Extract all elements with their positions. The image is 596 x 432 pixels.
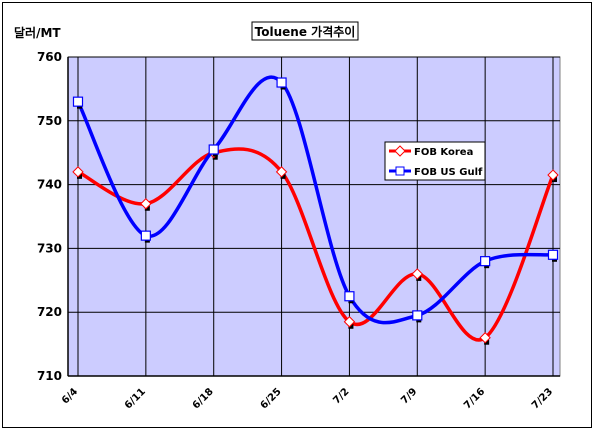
- data-point-fob-us-gulf: [480, 256, 491, 267]
- legend-marker-fob-korea: [394, 145, 406, 157]
- data-point-fob-us-gulf: [547, 249, 559, 260]
- y-tick-label: 740: [37, 178, 62, 192]
- data-point-fob-us-gulf: [208, 144, 219, 155]
- data-point-fob-korea: [411, 268, 423, 280]
- series-fob-korea: [72, 146, 559, 345]
- marker-shadow: [280, 173, 286, 179]
- x-tick-label: 6/18: [191, 386, 216, 411]
- marker-shadow: [77, 173, 82, 179]
- y-axis-ticks: 710 720 730 740 750 760: [37, 50, 62, 383]
- legend: FOB Korea FOB US Gulf: [384, 141, 486, 181]
- x-axis-ticks: 6/4 6/11 6/18 6/25 7/2 7/9 7/16 7/23: [60, 386, 555, 411]
- data-point-fob-korea: [140, 198, 152, 210]
- x-tick-label: 6/4: [60, 386, 80, 406]
- grid-lines: [67, 56, 560, 377]
- y-tick-label: 760: [37, 50, 62, 64]
- y-tick-label: 710: [37, 369, 62, 383]
- data-point-fob-korea: [275, 166, 288, 178]
- x-tick-label: 7/9: [399, 386, 419, 406]
- data-point-fob-korea: [479, 332, 491, 344]
- legend-marker-fob-us-gulf: [395, 166, 405, 176]
- y-tick-label: 730: [37, 241, 62, 255]
- y-tick-label: 750: [37, 114, 62, 128]
- marker-shadow: [552, 177, 557, 183]
- marker-shadow: [416, 275, 422, 281]
- data-point-fob-korea: [343, 316, 356, 328]
- data-point-fob-korea: [547, 169, 559, 181]
- chart-title-box: Toluene 가격추이: [251, 21, 359, 41]
- x-tick-label: 6/25: [259, 386, 284, 411]
- y-tick-label: 720: [37, 305, 62, 319]
- x-tick-label: 7/2: [331, 386, 351, 406]
- data-point-fob-us-gulf: [140, 230, 151, 241]
- legend-label-fob-korea: FOB Korea: [414, 147, 473, 158]
- data-point-fob-us-gulf: [72, 96, 84, 107]
- marker-shadow: [348, 323, 354, 329]
- marker-shadow: [144, 205, 150, 211]
- y-axis-label: 달러/MT: [14, 25, 61, 40]
- data-point-fob-us-gulf: [276, 77, 287, 88]
- x-tick-label: 7/16: [462, 386, 487, 411]
- marker-shadow: [212, 154, 218, 160]
- series-fob-us-gulf: [72, 75, 559, 325]
- chart-title: Toluene 가격추이: [255, 24, 356, 39]
- data-point-fob-korea: [72, 166, 84, 178]
- data-point-fob-us-gulf: [344, 291, 355, 302]
- data-point-fob-us-gulf: [412, 310, 423, 321]
- marker-shadow: [484, 339, 490, 345]
- x-tick-label: 7/23: [530, 386, 555, 411]
- series-layer: [72, 75, 559, 345]
- plot-area: [67, 56, 561, 377]
- x-tick-label: 6/11: [123, 386, 148, 411]
- legend-label-fob-us-gulf: FOB US Gulf: [414, 167, 483, 178]
